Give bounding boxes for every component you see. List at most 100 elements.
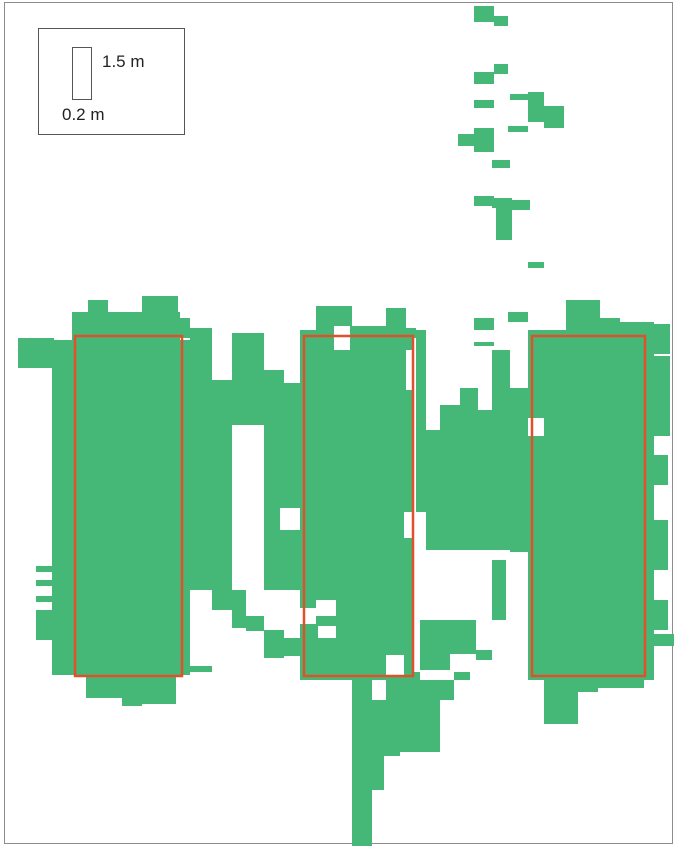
occupancy-cell (36, 580, 52, 586)
occupancy-cell (654, 324, 670, 354)
occupancy-cell (508, 312, 528, 322)
occupancy-cell (510, 94, 530, 100)
occupancy-cell (654, 520, 668, 570)
occupancy-cell (36, 566, 52, 572)
occupancy-cell (18, 338, 54, 368)
occupancy-cell (176, 318, 190, 338)
occupancy-cell (212, 380, 232, 590)
occupancy-cell (370, 756, 384, 778)
occupancy-cell (566, 300, 600, 332)
occupancy-cell (190, 355, 212, 590)
occupancy-cell (124, 318, 144, 338)
occupancy-cell (386, 308, 406, 332)
occupancy-cell (474, 100, 494, 108)
occupancy-cell (190, 328, 212, 358)
free-space-holes (246, 326, 544, 675)
legend-height-label: 1.5 m (102, 52, 145, 71)
occupancy-cell (52, 340, 190, 675)
legend-scale-rectangle (72, 47, 92, 100)
occupancy-cell (282, 383, 302, 387)
occupancy-cell (474, 318, 494, 330)
target-box-left (73, 334, 184, 678)
target-box-middle (302, 334, 415, 678)
occupancy-cell (474, 6, 494, 22)
occupancy-cell (282, 386, 302, 392)
occupancy-cell (474, 72, 494, 84)
occupancy-cell (36, 630, 52, 640)
occupancy-cell (190, 666, 212, 672)
occupancy-cell (440, 680, 454, 700)
occupancy-cell (122, 676, 142, 706)
occupancy-cell (528, 92, 544, 122)
occupancy-cell (416, 330, 426, 530)
free-space-hole (318, 626, 336, 638)
occupancy-cell (140, 676, 176, 704)
occupancy-cells (18, 6, 674, 846)
occupancy-cell (474, 342, 494, 346)
occupancy-cell (492, 350, 510, 550)
occupancy-cell (510, 200, 530, 210)
free-space-hole (246, 598, 266, 616)
occupancy-cell (386, 680, 440, 752)
scale-legend: 1.5 m 0.2 m (38, 28, 185, 135)
occupancy-cell (654, 634, 674, 646)
occupancy-cell (36, 596, 52, 602)
occupancy-cell (264, 630, 284, 658)
occupancy-cell (654, 455, 668, 485)
occupancy-cell (492, 560, 506, 620)
occupancy-cell (232, 333, 264, 425)
occupancy-cell (478, 410, 492, 550)
legend-width-label: 0.2 m (62, 105, 105, 124)
occupancy-cell (578, 676, 598, 692)
free-space-hole (528, 418, 544, 436)
occupancy-cell (474, 128, 494, 152)
occupancy-cell (232, 590, 246, 628)
occupancy-cell (88, 300, 108, 314)
occupancy-cell (528, 262, 544, 268)
occupancy-cell (654, 356, 670, 436)
occupancy-cell (460, 388, 478, 550)
occupancy-cell (346, 616, 366, 666)
occupancy-cell (350, 326, 386, 340)
occupancy-cell (366, 616, 386, 652)
occupancy-cell (420, 620, 450, 670)
occupancy-cell (544, 676, 578, 724)
free-space-hole (404, 512, 426, 538)
occupancy-cell (620, 322, 654, 336)
occupancy-cell (494, 64, 508, 74)
free-space-hole (406, 350, 416, 390)
occupancy-cell (450, 620, 476, 654)
occupancy-cell (492, 198, 512, 208)
free-space-hole (300, 608, 316, 624)
occupancy-cell (352, 680, 372, 846)
occupancy-cell (86, 676, 122, 698)
occupancy-cell (496, 208, 512, 240)
map-frame (4, 2, 673, 844)
free-space-hole (316, 600, 336, 616)
occupancy-cell (142, 296, 178, 326)
occupancy-cell (458, 134, 474, 146)
occupancy-cell (544, 106, 564, 128)
occupancy-cell (598, 676, 644, 688)
occupancy-cell (508, 126, 528, 132)
occupancy-cell (454, 672, 470, 680)
occupancy-cell (212, 590, 232, 610)
occupancy-cell (284, 392, 304, 590)
occupancy-cell (600, 318, 620, 332)
occupancy-cell (510, 388, 530, 552)
occupancy-cell (316, 306, 352, 312)
occupancy-cell (494, 16, 508, 26)
target-box-right (530, 334, 647, 678)
target-boxes (73, 334, 647, 678)
free-space-hole (334, 346, 350, 350)
occupancy-cell (440, 405, 460, 550)
occupancy-cell (370, 778, 384, 790)
free-space-hole (280, 508, 300, 530)
occupancy-cell (476, 650, 492, 660)
occupancy-cell (284, 638, 304, 656)
occupancy-cell (406, 328, 416, 338)
occupancy-cell (654, 600, 668, 630)
free-space-hole (386, 655, 404, 675)
occupancy-cell (426, 430, 440, 550)
